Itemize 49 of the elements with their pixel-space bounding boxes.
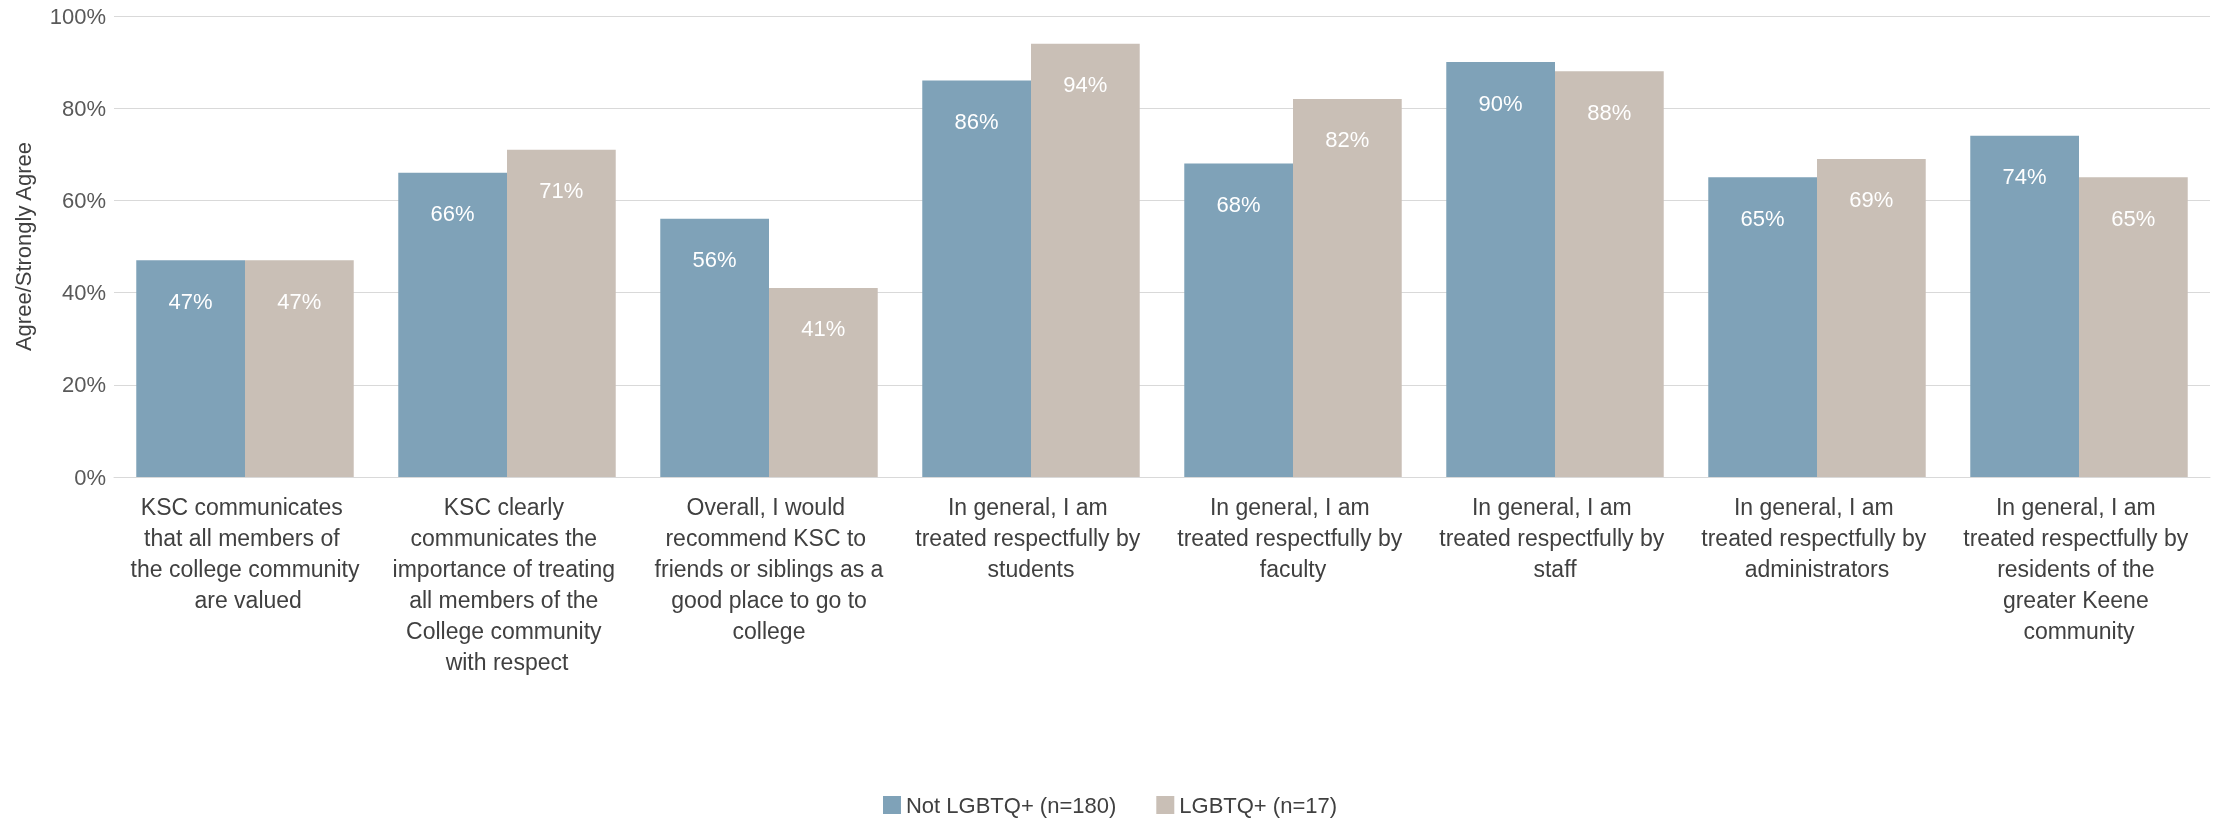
y-tick-label: 0% [74, 464, 106, 490]
x-tick-label: KSC clearly communicates the importance of treating all members of the College community with respect [392, 493, 622, 675]
data-label: 90% [1478, 90, 1523, 116]
bar [1184, 163, 1293, 477]
data-label: 41% [801, 316, 846, 342]
bar [1708, 177, 1817, 477]
data-label: 68% [1216, 192, 1261, 218]
bar [1970, 135, 2079, 477]
legend-label: LGBTQ+ (n=17) [1179, 792, 1338, 818]
data-label: 56% [692, 247, 737, 273]
x-tick-label: In general, I am treated respectfully by staff [1439, 493, 1671, 582]
y-tick-label: 100% [49, 3, 106, 29]
data-label: 65% [1740, 205, 1785, 231]
bar [1446, 62, 1555, 477]
bar [1293, 98, 1402, 477]
y-axis-title: Agree/Strongly Agree [10, 141, 36, 352]
y-tick-label: 40% [61, 280, 106, 306]
x-tick-label: In general, I am treated respectfully by administrators [1701, 493, 1933, 582]
bar [769, 287, 878, 477]
bar [136, 260, 245, 477]
bar [660, 218, 769, 477]
data-label: 82% [1325, 127, 1370, 153]
y-tick-label: 80% [61, 95, 106, 121]
x-tick-label: In general, I am treated respectfully by faculty [1177, 493, 1409, 582]
bar [922, 80, 1031, 477]
data-label: 66% [430, 201, 475, 227]
bar [507, 149, 616, 477]
data-label: 47% [168, 288, 213, 314]
legend-label: Not LGBTQ+ (n=180) [905, 792, 1117, 818]
x-tick-label: In general, I am treated respectfully by students [915, 493, 1147, 582]
x-tick-label: KSC communicates that all members of the college community are valued [130, 493, 360, 613]
bar [1817, 158, 1926, 477]
data-label: 74% [2002, 164, 2047, 190]
x-tick-label: In general, I am treated respectfully by residents of the greater Keene community [1963, 493, 2195, 644]
data-label: 71% [539, 178, 584, 204]
y-tick-label: 60% [61, 187, 106, 213]
bar [245, 260, 354, 477]
bar [2079, 177, 2188, 477]
bar [398, 172, 507, 477]
data-label: 69% [1849, 187, 1894, 213]
data-label: 47% [277, 288, 322, 314]
y-tick-label: 20% [61, 372, 106, 398]
data-label: 86% [954, 109, 999, 135]
data-label: 65% [2111, 205, 2156, 231]
x-tick-label: Overall, I would recommend KSC to friends or siblings as a good place to go to college [654, 493, 884, 644]
bar [1555, 71, 1664, 477]
data-label: 88% [1587, 99, 1632, 125]
data-label: 94% [1063, 72, 1108, 98]
bar [1031, 43, 1140, 477]
